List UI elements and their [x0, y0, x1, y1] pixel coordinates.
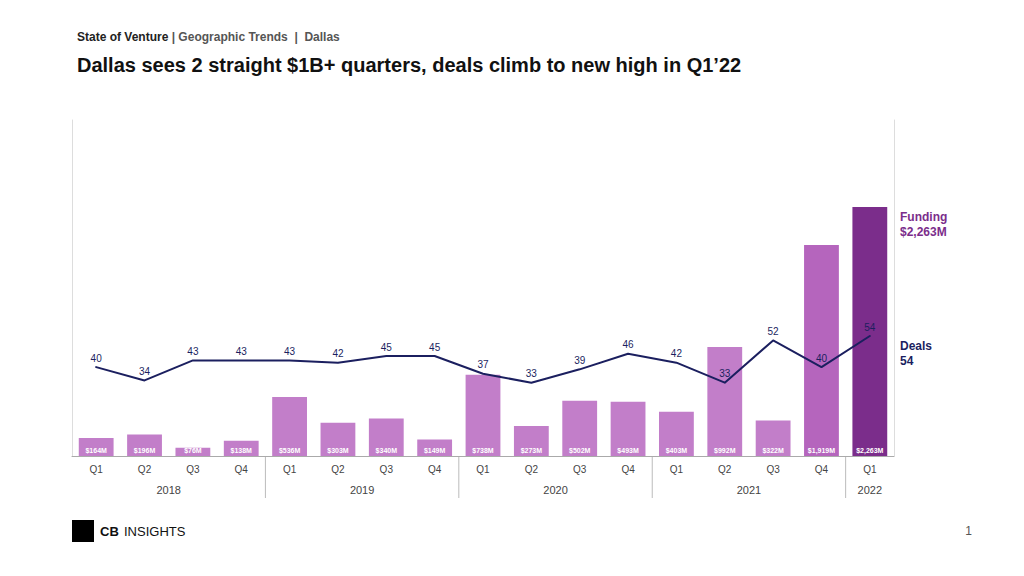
- svg-text:Q3: Q3: [766, 464, 780, 475]
- svg-text:$322M: $322M: [762, 447, 784, 455]
- svg-text:33: 33: [526, 368, 538, 379]
- svg-text:CB: CB: [100, 524, 119, 539]
- svg-text:34: 34: [139, 366, 151, 377]
- svg-text:$196M: $196M: [134, 447, 156, 455]
- svg-text:Q4: Q4: [621, 464, 635, 475]
- svg-text:43: 43: [284, 346, 296, 357]
- svg-text:Q1: Q1: [863, 464, 877, 475]
- svg-text:37: 37: [477, 359, 489, 370]
- svg-text:42: 42: [671, 348, 683, 359]
- svg-text:45: 45: [381, 342, 393, 353]
- svg-text:$2,263M: $2,263M: [900, 225, 947, 239]
- svg-text:42: 42: [332, 348, 344, 359]
- svg-text:Q2: Q2: [331, 464, 345, 475]
- svg-text:Q3: Q3: [380, 464, 394, 475]
- svg-text:$149M: $149M: [424, 447, 446, 455]
- svg-text:$1,919M: $1,919M: [808, 447, 835, 455]
- svg-text:Q2: Q2: [718, 464, 732, 475]
- svg-text:$502M: $502M: [569, 447, 591, 455]
- svg-text:2018: 2018: [156, 484, 180, 496]
- svg-text:1: 1: [965, 524, 972, 538]
- svg-text:54: 54: [900, 354, 914, 368]
- svg-text:$493M: $493M: [617, 447, 639, 455]
- svg-text:$273M: $273M: [521, 447, 543, 455]
- svg-text:Q1: Q1: [90, 464, 104, 475]
- svg-text:Dallas sees 2 straight $1B+ qu: Dallas sees 2 straight $1B+ quarters, de…: [77, 54, 741, 76]
- svg-text:Q2: Q2: [525, 464, 539, 475]
- svg-text:40: 40: [91, 353, 103, 364]
- svg-text:33: 33: [719, 368, 731, 379]
- svg-text:$303M: $303M: [327, 447, 349, 455]
- svg-text:$164M: $164M: [85, 447, 107, 455]
- svg-text:Q3: Q3: [186, 464, 200, 475]
- svg-text:Q2: Q2: [138, 464, 152, 475]
- svg-text:$992M: $992M: [714, 447, 736, 455]
- svg-text:2022: 2022: [858, 484, 882, 496]
- svg-text:Funding: Funding: [900, 210, 947, 224]
- svg-text:| Geographic Trends | Dallas: | Geographic Trends | Dallas: [168, 30, 340, 44]
- svg-text:52: 52: [768, 326, 780, 337]
- svg-text:Q3: Q3: [573, 464, 587, 475]
- svg-text:Q4: Q4: [235, 464, 249, 475]
- svg-text:$738M: $738M: [472, 447, 494, 455]
- svg-text:2020: 2020: [543, 484, 567, 496]
- svg-text:Q4: Q4: [815, 464, 829, 475]
- svg-text:2019: 2019: [350, 484, 374, 496]
- svg-text:54: 54: [864, 322, 876, 333]
- svg-text:40: 40: [816, 353, 828, 364]
- svg-text:45: 45: [429, 342, 441, 353]
- svg-text:Deals: Deals: [900, 339, 932, 353]
- svg-text:Q1: Q1: [476, 464, 490, 475]
- svg-text:Q1: Q1: [283, 464, 297, 475]
- svg-text:$536M: $536M: [279, 447, 301, 455]
- svg-text:43: 43: [236, 346, 248, 357]
- svg-text:43: 43: [187, 346, 199, 357]
- svg-text:$340M: $340M: [376, 447, 398, 455]
- svg-text:$403M: $403M: [666, 447, 688, 455]
- svg-text:$138M: $138M: [231, 447, 253, 455]
- svg-text:Q4: Q4: [428, 464, 442, 475]
- svg-text:$76M: $76M: [184, 447, 202, 455]
- svg-text:46: 46: [622, 339, 634, 350]
- svg-text:INSIGHTS: INSIGHTS: [124, 524, 186, 539]
- svg-text:39: 39: [574, 355, 586, 366]
- svg-text:$2,263M: $2,263M: [856, 447, 883, 455]
- svg-text:Q1: Q1: [670, 464, 684, 475]
- svg-text:2021: 2021: [737, 484, 761, 496]
- svg-text:State of Venture: State of Venture: [77, 30, 169, 44]
